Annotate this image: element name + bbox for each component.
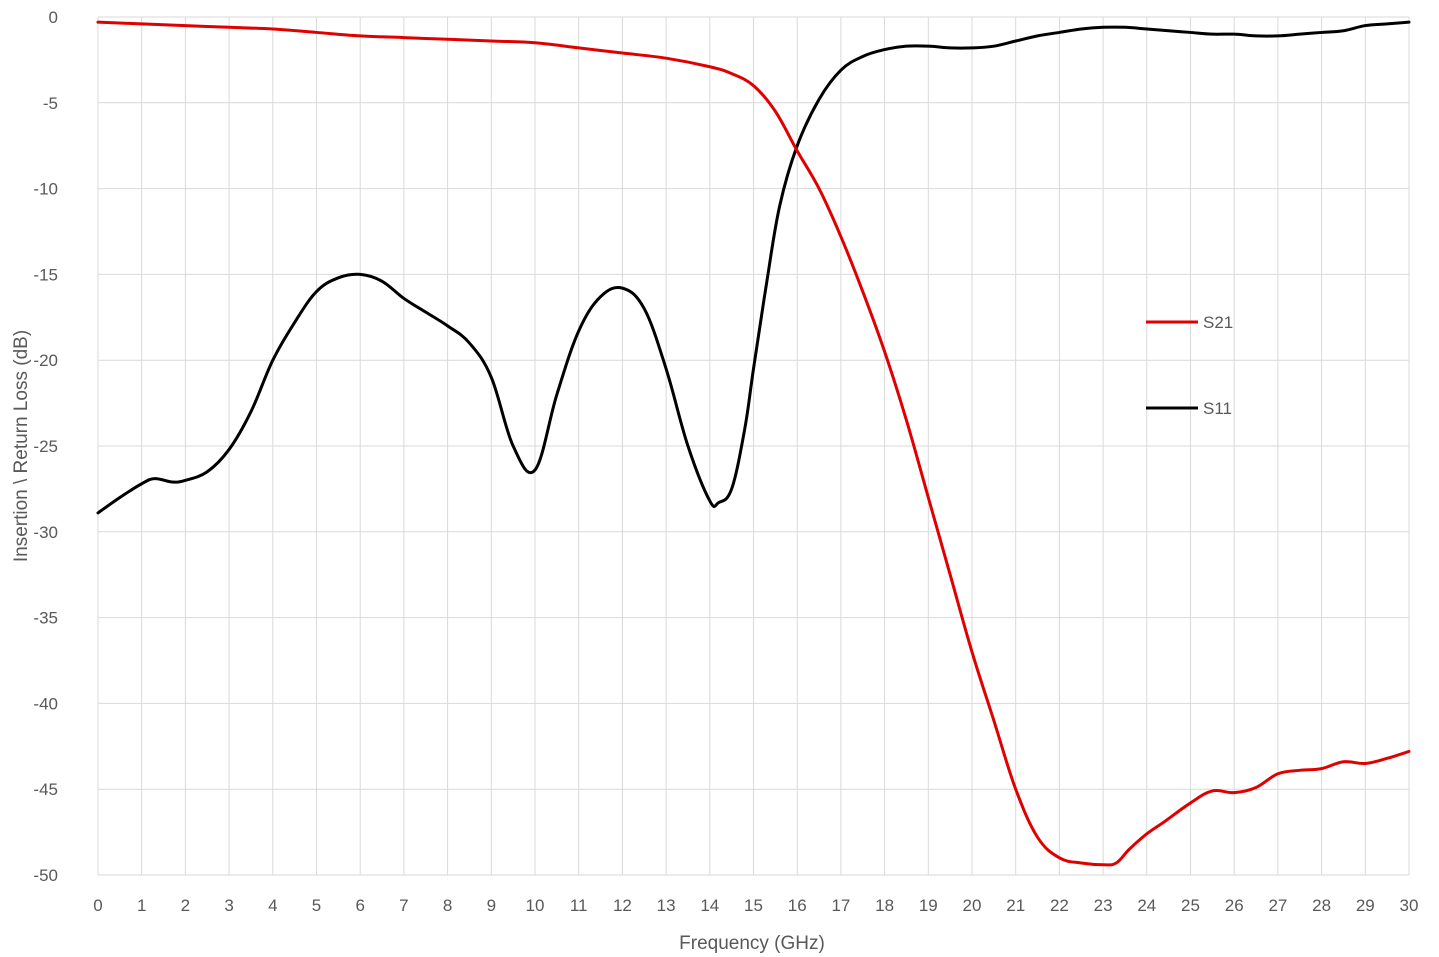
x-tick-label: 18 [875, 896, 894, 915]
y-tick-label: -40 [33, 694, 58, 713]
x-tick-label: 2 [181, 896, 190, 915]
x-tick-label: 1 [137, 896, 146, 915]
y-tick-label: -20 [33, 351, 58, 370]
x-tick-label: 26 [1225, 896, 1244, 915]
x-tick-label: 24 [1137, 896, 1156, 915]
x-axis-title: Frequency (GHz) [679, 933, 825, 954]
x-tick-label: 15 [744, 896, 763, 915]
x-tick-label: 3 [224, 896, 233, 915]
y-tick-label: -35 [33, 609, 58, 628]
x-tick-label: 0 [93, 896, 102, 915]
legend-item-s21: S21 [1146, 313, 1233, 332]
y-tick-label: -50 [33, 866, 58, 885]
y-tick-label: -10 [33, 180, 58, 199]
x-tick-label: 8 [443, 896, 452, 915]
y-tick-label: -45 [33, 780, 58, 799]
x-tick-label: 27 [1268, 896, 1287, 915]
y-tick-label: -30 [33, 523, 58, 542]
x-tick-label: 10 [526, 896, 545, 915]
x-tick-label: 25 [1181, 896, 1200, 915]
x-tick-label: 28 [1312, 896, 1331, 915]
x-tick-label: 29 [1356, 896, 1375, 915]
y-tick-label: 0 [49, 8, 58, 27]
legend: S21 S11 [1146, 313, 1233, 418]
x-tick-label: 11 [570, 896, 588, 915]
x-tick-label: 20 [963, 896, 982, 915]
x-tick-label: 16 [788, 896, 807, 915]
x-tick-label: 12 [613, 896, 632, 915]
legend-label: S11 [1203, 399, 1232, 418]
x-tick-label: 14 [700, 896, 719, 915]
legend-label: S21 [1203, 313, 1233, 332]
x-tick-label: 7 [399, 896, 408, 915]
y-tick-label: -5 [43, 94, 58, 113]
x-tick-label: 21 [1006, 896, 1025, 915]
series-layer [96, 20, 1411, 867]
x-tick-label: 13 [657, 896, 676, 915]
y-tick-labels: 0 -5 -10 -15 -20 -25 -30 -35 -40 -45 -50 [33, 8, 58, 885]
x-tick-label: 6 [355, 896, 364, 915]
x-tick-label: 19 [919, 896, 938, 915]
x-tick-label: 22 [1050, 896, 1069, 915]
x-tick-label: 17 [831, 896, 850, 915]
horizontal-gridlines [98, 16, 1409, 876]
x-tick-labels: 0 1 2 3 4 5 6 7 8 9 10 11 12 13 14 15 16 17 18 19 20 21 22 23 24… [93, 896, 1418, 915]
x-tick-label: 30 [1400, 896, 1419, 915]
y-axis-title: Insertion \ Return Loss (dB) [11, 330, 32, 562]
series-line-s21 [96, 20, 1411, 867]
y-tick-label: -15 [33, 265, 58, 284]
x-tick-label: 4 [268, 896, 277, 915]
x-tick-label: 5 [312, 896, 321, 915]
x-tick-label: 9 [487, 896, 496, 915]
legend-item-s11: S11 [1146, 399, 1232, 418]
x-tick-label: 23 [1094, 896, 1113, 915]
series-line-s11 [96, 20, 1411, 515]
y-tick-label: -25 [33, 437, 58, 456]
